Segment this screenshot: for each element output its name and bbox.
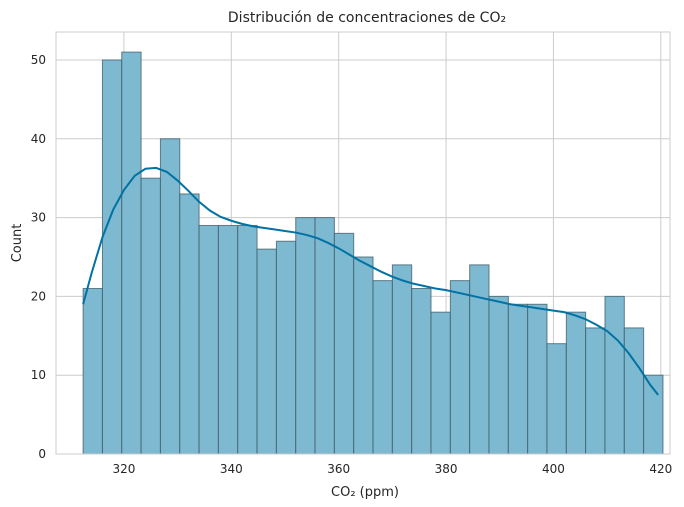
x-tick-label: 340	[220, 462, 243, 476]
histogram-bar	[140, 177, 161, 455]
y-tick-label: 20	[31, 289, 46, 303]
x-tick-label: 320	[112, 462, 135, 476]
x-tick-label: 380	[435, 462, 458, 476]
histogram-bar	[507, 303, 529, 455]
histogram-bar	[121, 51, 142, 455]
histogram-bar	[295, 217, 316, 455]
histogram-bar	[159, 138, 181, 455]
plot-frame	[55, 31, 671, 455]
histogram-bar	[275, 240, 297, 455]
histogram-bar	[565, 311, 587, 455]
histogram-bar	[256, 248, 277, 455]
y-tick-label: 30	[31, 211, 46, 225]
kde-curve	[82, 166, 659, 396]
histogram-bar	[82, 288, 103, 455]
histogram-bar	[643, 374, 664, 455]
y-tick-label: 40	[31, 132, 46, 146]
histogram-bar	[488, 295, 509, 455]
y-axis-ticks: 0 10 20 30 40 50	[31, 53, 46, 461]
histogram-bar	[527, 303, 548, 455]
histogram-bar	[391, 264, 413, 455]
histogram-bar	[179, 193, 200, 455]
histogram-bar	[314, 217, 335, 455]
y-tick-label: 0	[38, 447, 46, 461]
y-axis-label: Count	[10, 224, 25, 263]
x-tick-label: 400	[542, 462, 565, 476]
y-tick-label: 50	[31, 53, 46, 67]
histogram-bar	[217, 224, 239, 455]
histogram-bar	[449, 280, 471, 455]
x-axis-label: CO₂ (ppm)	[331, 485, 399, 500]
histogram-bar	[372, 280, 393, 455]
histogram-bar	[546, 343, 567, 455]
histogram-bar	[623, 327, 645, 455]
histogram-bar	[101, 59, 123, 455]
histogram-bar	[430, 311, 451, 455]
histogram-bar	[353, 256, 374, 455]
x-tick-label: 360	[327, 462, 350, 476]
histogram-bar	[237, 224, 258, 455]
histogram-bar	[333, 232, 355, 455]
histogram-bars	[82, 51, 664, 455]
histogram-bar	[198, 224, 219, 455]
histogram-bar	[411, 288, 432, 455]
histogram-bar	[604, 295, 625, 455]
histogram-bar	[585, 327, 606, 455]
x-axis-ticks: 320 340 360 380 400 420	[112, 462, 672, 476]
chart-title: Distribución de concentraciones de CO₂	[228, 10, 506, 26]
histogram-bar	[469, 264, 490, 455]
y-tick-label: 10	[31, 368, 46, 382]
x-tick-label: 420	[649, 462, 672, 476]
